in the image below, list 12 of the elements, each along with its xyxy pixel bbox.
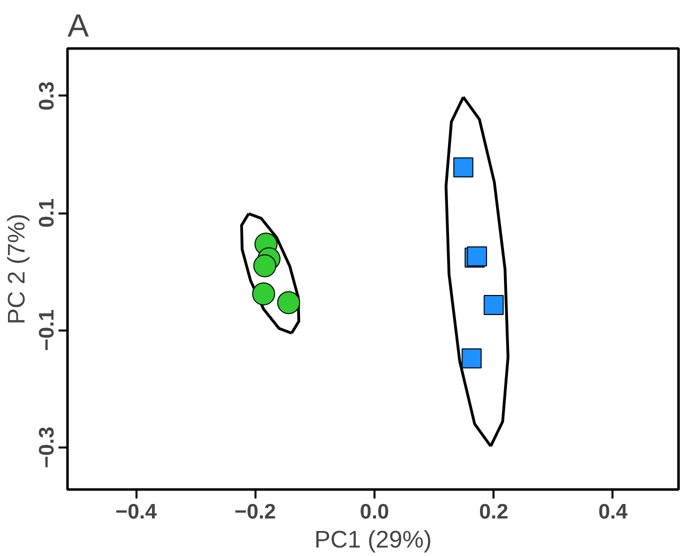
y-tick-label: 0.3 xyxy=(36,81,58,111)
text: A xyxy=(68,8,90,44)
x-tick-label: −0.4 xyxy=(115,500,158,524)
x-tick-label: −0.2 xyxy=(234,500,276,524)
x-axis-title: PC1 (29%) xyxy=(314,526,432,554)
y-tick-label: 0.1 xyxy=(36,198,58,228)
x-tick-label: 0.4 xyxy=(598,500,628,524)
x-tick-label: 0.2 xyxy=(479,500,508,524)
y-axis-title: PC 2 (7%) xyxy=(4,214,30,324)
y-tick-label: −0.3 xyxy=(36,426,58,468)
x-tick-label: 0.0 xyxy=(360,500,390,524)
y-tick-label: −0.1 xyxy=(36,309,58,351)
